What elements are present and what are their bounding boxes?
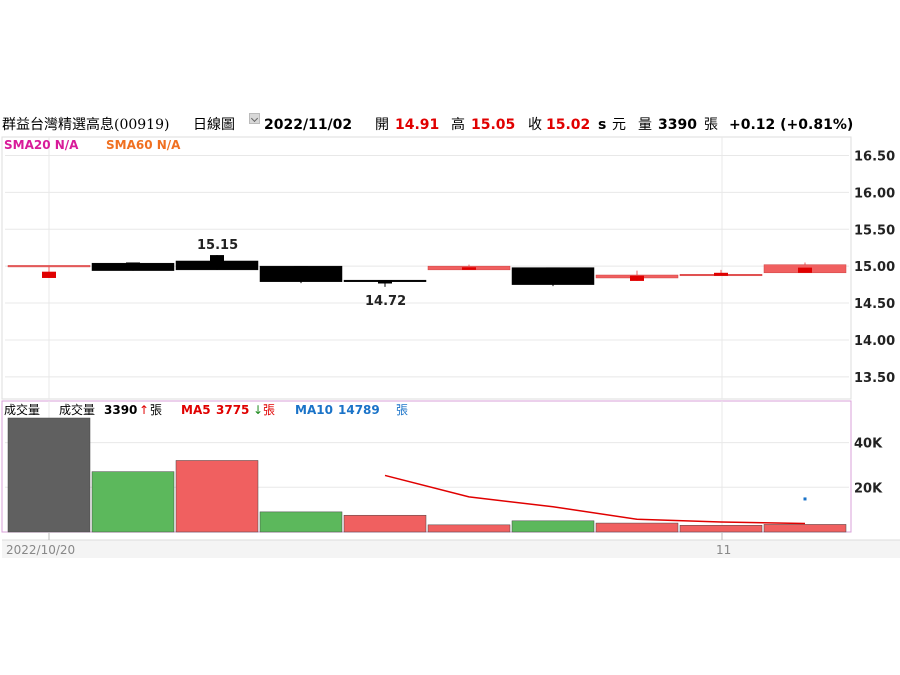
volume-unit: 張 — [704, 117, 718, 133]
volume-bar — [175, 460, 259, 533]
candle — [595, 270, 679, 281]
high-label: 高 — [451, 117, 465, 133]
open-value: 14.91 — [395, 117, 440, 133]
price-tick-label: 14.50 — [854, 297, 895, 312]
ma10-point — [803, 497, 807, 501]
candle-marker — [462, 267, 476, 270]
price-annotation: 15.15 — [197, 238, 238, 253]
volume-up-arrow: ↑ — [139, 403, 149, 417]
volume-bar — [511, 520, 595, 533]
sma60-label: SMA60 N/A — [106, 138, 181, 152]
chart-header: 群益台灣精選高息(00919) 日線圖 2022/11/02 開 14.91 高… — [0, 113, 900, 137]
candle-marker — [630, 275, 644, 281]
candle — [763, 262, 847, 274]
volume-legend-unit: 張 — [150, 403, 162, 417]
candle — [511, 267, 595, 287]
volume-tick-label: 40K — [854, 437, 883, 452]
volume-axis: 40K 20K — [854, 437, 883, 497]
ma10-label: MA10 — [295, 403, 333, 417]
candle-body — [7, 265, 91, 268]
volume-bar — [343, 514, 427, 533]
price-tick-label: 13.50 — [854, 371, 895, 386]
price-tick-label: 16.50 — [854, 149, 895, 164]
candle-marker — [126, 262, 140, 267]
volume-bar — [7, 417, 91, 533]
price-annotation: 14.72 — [365, 294, 406, 309]
chevron-down-icon[interactable] — [249, 113, 260, 124]
high-value: 15.05 — [471, 117, 516, 133]
volume-bar — [427, 524, 511, 533]
candle — [343, 279, 427, 287]
price-panel: 16.50 16.00 15.50 15.00 14.50 14.00 13.50 15.1… — [1, 136, 895, 400]
ma10-unit: 張 — [396, 403, 408, 417]
candle — [91, 262, 175, 271]
candle-marker — [714, 272, 728, 276]
volume-title: 成交量 — [4, 402, 40, 417]
price-tick-label: 16.00 — [854, 186, 895, 201]
price-grid — [5, 137, 849, 399]
volume-tick-label: 20K — [854, 481, 883, 496]
candle — [259, 265, 343, 284]
close-value: 15.02 — [546, 117, 591, 133]
date-label-start: 2022/10/20 — [6, 543, 75, 557]
candles — [7, 255, 847, 287]
price-change: +0.12 (+0.81%) — [729, 117, 854, 133]
price-annotations: 15.15 14.72 — [197, 238, 406, 309]
ma5-line — [384, 474, 806, 525]
candle — [175, 255, 259, 271]
date-label-month: 11 — [716, 543, 731, 557]
candle-marker — [42, 271, 56, 278]
ma5-value: 3775 — [216, 403, 249, 417]
currency-label: 元 — [612, 117, 626, 133]
open-label: 開 — [375, 117, 389, 133]
price-axis: 16.50 16.00 15.50 15.00 14.50 14.00 13.50 — [854, 149, 895, 385]
candle — [7, 265, 91, 278]
volume-bar — [91, 471, 175, 533]
volume-ma-lines — [384, 474, 807, 525]
chart-mode-label: 日線圖 — [193, 117, 235, 133]
candle-marker — [798, 267, 812, 273]
date-axis-band — [2, 540, 900, 558]
volume-bar — [595, 522, 679, 533]
volume-bar — [679, 525, 763, 533]
candle-marker — [546, 267, 560, 277]
candle-marker — [378, 280, 392, 284]
price-tick-label: 14.00 — [854, 334, 895, 349]
price-tick-label: 15.00 — [854, 260, 895, 275]
volume-label: 量 — [638, 117, 652, 133]
fund-name: 群益台灣精選高息(00919) — [2, 117, 170, 133]
price-tick-label: 15.50 — [854, 223, 895, 238]
ma10-value: 14789 — [338, 403, 380, 417]
header-date: 2022/11/02 — [264, 117, 353, 133]
volume-panel: 40K 20K 成交量 成交量 3390 ↑ 張 MA5 3775 ↓ 張 MA1… — [1, 400, 883, 533]
volume-bar — [763, 524, 847, 533]
volume-bar — [259, 511, 343, 533]
volume-legend-value: 3390 — [104, 403, 137, 417]
ma5-down-arrow: ↓ — [253, 403, 263, 417]
close-label: 收 — [528, 117, 542, 133]
volume-value: 3390 — [658, 117, 697, 133]
sma20-label: SMA20 N/A — [4, 138, 79, 152]
volume-legend-label: 成交量 — [59, 402, 95, 417]
volume-legend: 成交量 成交量 3390 ↑ 張 MA5 3775 ↓ 張 MA10 14789… — [4, 402, 408, 417]
candle-marker — [210, 255, 224, 263]
date-axis: 2022/10/20 11 — [2, 532, 900, 558]
ma5-unit: 張 — [263, 403, 275, 417]
volume-bars — [7, 417, 847, 533]
candle-marker — [294, 266, 308, 275]
candle — [427, 264, 511, 271]
close-flag: s — [598, 117, 607, 133]
candle — [679, 269, 763, 277]
ma5-label: MA5 — [181, 403, 211, 417]
